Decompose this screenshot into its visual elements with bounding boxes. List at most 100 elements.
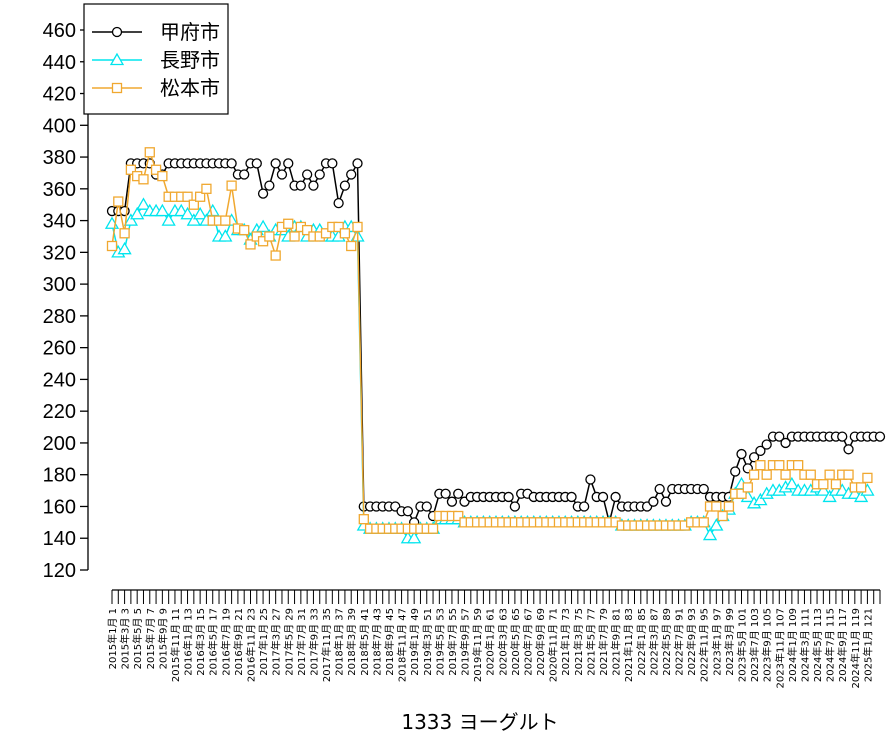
x-tick-label-date: 2015年9月 bbox=[156, 618, 169, 670]
legend-label: 松本市 bbox=[160, 76, 220, 100]
data-point bbox=[125, 164, 137, 175]
data-point bbox=[333, 221, 344, 233]
x-tick-label-index: 21 bbox=[234, 608, 245, 621]
data-point bbox=[761, 439, 772, 450]
x-tick-label-index: 77 bbox=[586, 608, 597, 621]
x-tick-label-date: 2023年11月 bbox=[773, 630, 786, 688]
x-tick-label-date: 2024年9月 bbox=[836, 630, 849, 682]
x-tick-label-index: 91 bbox=[675, 608, 686, 621]
data-point bbox=[161, 213, 176, 226]
data-point bbox=[201, 183, 212, 194]
data-point bbox=[239, 224, 250, 236]
x-tick-label: 2022年11月 95 bbox=[698, 608, 711, 682]
y-tick-label: 360 bbox=[43, 179, 76, 201]
y-tick-label: 420 bbox=[43, 84, 76, 106]
x-tick-label: 2019年5月 53 bbox=[433, 608, 446, 676]
x-tick-label: 2020年7月 67 bbox=[521, 608, 534, 676]
x-tick-label-index: 99 bbox=[725, 608, 736, 621]
data-point bbox=[226, 180, 237, 191]
x-tick-label-index: 29 bbox=[284, 608, 295, 621]
x-tick-label: 2017年1月 25 bbox=[257, 608, 270, 676]
data-point bbox=[597, 491, 609, 503]
x-tick-label-index: 45 bbox=[385, 608, 396, 621]
x-tick-label-index: 49 bbox=[410, 608, 421, 621]
x-tick-label: 2018年7月 43 bbox=[370, 608, 383, 676]
x-tick-label-index: 11 bbox=[171, 608, 182, 621]
y-tick-label: 380 bbox=[43, 147, 76, 169]
x-tick-label-index: 103 bbox=[750, 608, 761, 627]
x-tick-label-date: 2022年9月 bbox=[685, 624, 698, 676]
data-point bbox=[709, 518, 724, 531]
x-tick-label: 2019年9月 57 bbox=[459, 608, 472, 676]
x-tick-label-date: 2025年1月 bbox=[861, 630, 874, 682]
x-tick-label-index: 27 bbox=[272, 608, 283, 621]
x-tick-label-index: 55 bbox=[448, 608, 459, 621]
x-tick-label-index: 89 bbox=[662, 608, 673, 621]
x-tick-label-date: 2016年11月 bbox=[244, 624, 257, 682]
x-tick-label-date: 2021年1月 bbox=[559, 624, 572, 676]
data-point bbox=[264, 231, 275, 242]
data-point bbox=[346, 240, 357, 252]
x-tick-label-index: 51 bbox=[423, 608, 434, 621]
x-tick-label: 2016年1月 13 bbox=[182, 608, 195, 676]
data-point bbox=[106, 240, 118, 252]
x-tick-label-date: 2023年1月 bbox=[710, 624, 723, 676]
x-tick-label-date: 2019年7月 bbox=[446, 624, 459, 676]
data-point bbox=[816, 483, 831, 496]
data-point bbox=[402, 506, 414, 517]
x-tick-label: 2022年3月 87 bbox=[647, 608, 660, 676]
y-tick-label: 400 bbox=[43, 115, 76, 137]
data-point bbox=[333, 197, 344, 209]
data-point bbox=[113, 196, 124, 207]
x-tick-label-date: 2020年1月 bbox=[484, 624, 497, 676]
x-tick-label: 2015年3月 3 bbox=[119, 608, 132, 669]
y-tick-label: 200 bbox=[43, 433, 76, 455]
x-tick-label: 2021年7月 79 bbox=[597, 608, 610, 676]
x-tick-label: 2022年5月 89 bbox=[660, 608, 673, 676]
x-tick-label: 2015年7月 7 bbox=[144, 608, 157, 669]
series-3 bbox=[106, 147, 873, 534]
data-point bbox=[755, 460, 766, 471]
data-point bbox=[119, 228, 130, 239]
data-point bbox=[193, 206, 208, 220]
legend-box bbox=[83, 3, 229, 115]
data-point bbox=[136, 197, 151, 210]
series-line bbox=[111, 203, 868, 539]
x-tick-label-date: 2020年9月 bbox=[534, 624, 547, 676]
x-tick-label: 2023年5月 101 bbox=[736, 608, 749, 682]
x-tick-label: 2021年5月 77 bbox=[584, 608, 597, 676]
data-point bbox=[427, 523, 439, 534]
data-point bbox=[843, 444, 854, 455]
x-tick-label-index: 47 bbox=[398, 608, 409, 621]
x-tick-label-index: 63 bbox=[498, 608, 509, 621]
x-tick-label-index: 97 bbox=[712, 608, 723, 621]
x-tick-label-date: 2016年9月 bbox=[232, 624, 245, 676]
data-point bbox=[862, 472, 873, 484]
x-tick-label: 2024年9月 117 bbox=[836, 608, 849, 682]
x-tick-label-index: 19 bbox=[221, 608, 232, 621]
x-tick-label-index: 87 bbox=[649, 608, 660, 621]
x-tick-label-index: 41 bbox=[360, 608, 371, 621]
data-point bbox=[251, 158, 262, 169]
x-tick-label: 2016年9月 21 bbox=[232, 608, 245, 676]
x-tick-label: 2024年5月 113 bbox=[811, 608, 824, 682]
x-tick-label-index: 93 bbox=[687, 608, 698, 621]
x-tick-label: 2016年7月 19 bbox=[219, 608, 232, 676]
data-point bbox=[109, 52, 125, 66]
data-point bbox=[123, 213, 139, 226]
data-point bbox=[824, 469, 835, 480]
x-tick-label-index: 105 bbox=[763, 608, 774, 627]
data-point bbox=[150, 164, 162, 175]
data-point bbox=[855, 482, 867, 493]
x-tick-label-date: 2024年5月 bbox=[811, 630, 824, 682]
x-tick-label-date: 2022年1月 bbox=[635, 624, 648, 676]
data-point bbox=[346, 169, 357, 180]
x-tick-label-date: 2018年9月 bbox=[383, 624, 396, 676]
x-tick-label: 2015年5月 5 bbox=[131, 608, 144, 669]
x-tick-label: 2015年9月 9 bbox=[156, 608, 169, 669]
data-point bbox=[239, 169, 250, 180]
x-tick-label: 2017年11月 35 bbox=[320, 608, 333, 682]
data-point bbox=[205, 203, 220, 217]
data-point bbox=[755, 445, 766, 457]
